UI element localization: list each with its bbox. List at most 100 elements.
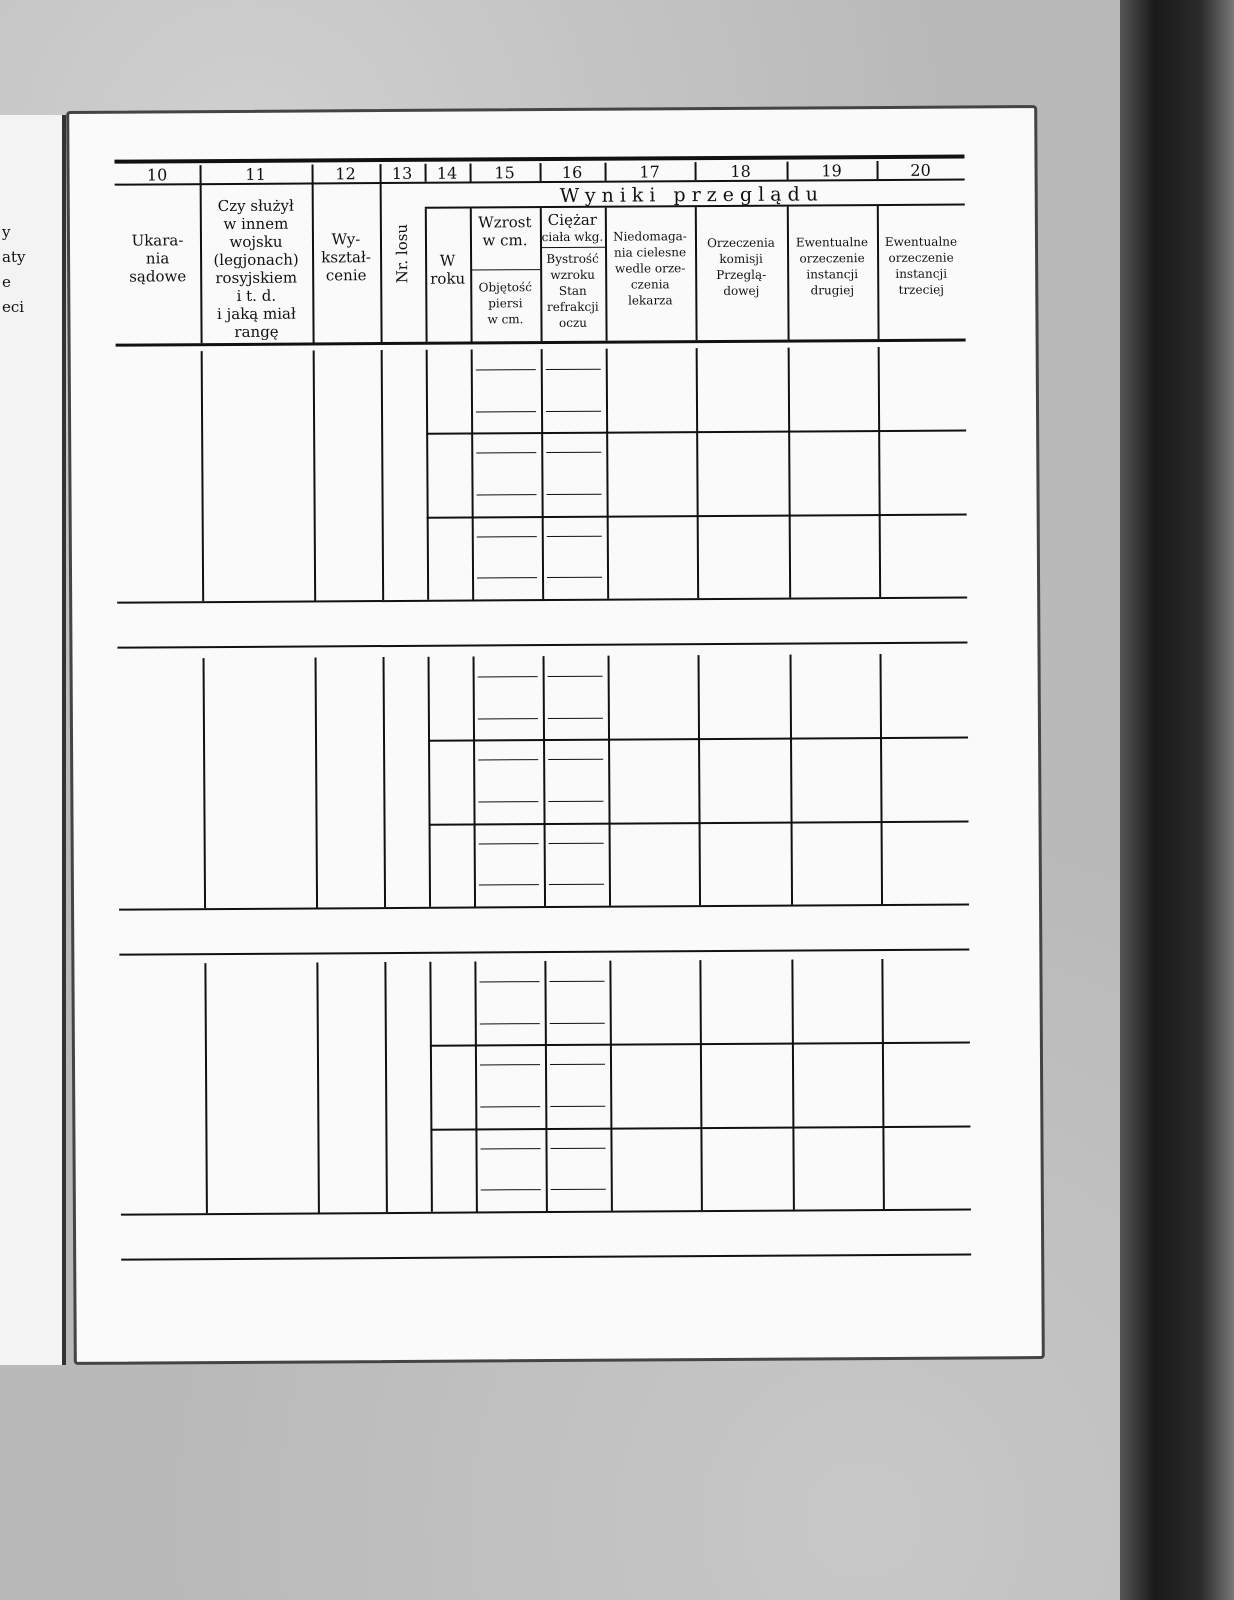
rule-line bbox=[470, 349, 475, 600]
header-c17: Niedomaga-nia cielesne wedle orze-czenia l… bbox=[605, 228, 695, 309]
rule-line bbox=[605, 348, 610, 599]
header-line: Niedomaga- bbox=[613, 229, 687, 244]
minor-line bbox=[478, 884, 539, 886]
header-line: Bystrość bbox=[546, 251, 599, 267]
rule-line bbox=[384, 962, 388, 1213]
header-line: Ewentualne bbox=[795, 235, 869, 250]
header-line: orzeczenie bbox=[888, 250, 954, 265]
rule-line bbox=[312, 350, 317, 601]
column-number: 16 bbox=[561, 162, 583, 182]
minor-line bbox=[476, 410, 537, 413]
rule-line bbox=[427, 656, 432, 907]
header-line: Ewentualne bbox=[884, 234, 958, 249]
rule-line bbox=[429, 961, 433, 1212]
header-line: nia cielesne bbox=[613, 245, 687, 260]
header-line: i jaką miał bbox=[216, 304, 296, 324]
minor-line bbox=[480, 1189, 541, 1191]
header-c13: Nr. losu bbox=[392, 223, 412, 284]
minor-line bbox=[550, 1189, 606, 1191]
rule-line bbox=[695, 348, 700, 599]
header-line: instancji bbox=[806, 267, 859, 282]
header-line: nia bbox=[145, 249, 170, 268]
header-line: Wzrost bbox=[478, 213, 532, 232]
minor-line bbox=[480, 1106, 541, 1108]
header-c20: Ewentualne orzeczenie instancji trzeciej bbox=[877, 233, 965, 298]
record-top-rule bbox=[119, 948, 970, 956]
minor-line bbox=[475, 369, 536, 371]
rule-line bbox=[787, 347, 792, 598]
rule-line bbox=[474, 961, 478, 1212]
header-line: Ciężar bbox=[547, 210, 597, 230]
minor-line bbox=[550, 1147, 606, 1149]
minor-line bbox=[480, 1147, 541, 1150]
rule-line bbox=[791, 959, 795, 1210]
header-line: Stan bbox=[558, 283, 587, 298]
rule-line bbox=[879, 654, 884, 905]
minor-line bbox=[550, 1064, 606, 1066]
header-line: refrakcji bbox=[546, 299, 599, 315]
fragment: e bbox=[2, 273, 11, 291]
rule-line bbox=[542, 656, 547, 907]
column-number: 20 bbox=[910, 160, 931, 180]
record-top-rule bbox=[117, 641, 968, 649]
minor-line bbox=[546, 452, 602, 454]
column-number: 19 bbox=[821, 161, 842, 181]
header-line: lekarza bbox=[628, 293, 673, 308]
fragment: aty bbox=[2, 248, 26, 266]
rule-line bbox=[200, 351, 205, 602]
minor-line bbox=[476, 494, 537, 496]
rule-line bbox=[881, 959, 885, 1210]
column-number: 14 bbox=[436, 163, 458, 183]
header-line: rangę bbox=[234, 322, 279, 341]
rule-line bbox=[425, 349, 430, 600]
header-c10: Ukara-nia sądowe bbox=[115, 231, 200, 286]
minor-line bbox=[547, 577, 603, 579]
minor-line bbox=[546, 493, 602, 496]
rule-line bbox=[540, 349, 545, 600]
column-number: 17 bbox=[639, 162, 660, 182]
rule-line bbox=[382, 657, 387, 908]
rule-line bbox=[789, 654, 794, 905]
minor-line bbox=[477, 676, 538, 678]
rule-line bbox=[540, 246, 606, 249]
minor-line bbox=[548, 800, 604, 803]
header-line: wojsku bbox=[229, 232, 283, 251]
rule-line bbox=[470, 269, 541, 271]
rule-line bbox=[380, 350, 385, 601]
minor-line bbox=[546, 535, 602, 537]
header-line: kształ- bbox=[321, 248, 371, 267]
header-line: W bbox=[439, 251, 456, 270]
header-line: oczu bbox=[558, 315, 588, 330]
header-line: Czy służył bbox=[217, 196, 294, 216]
minor-line bbox=[478, 842, 539, 845]
header-line: trzeciej bbox=[898, 282, 945, 297]
form-page: Wyniki przeglądu 10 11 12 13 14 15 16 17 18 19 20 U… bbox=[66, 105, 1045, 1365]
header-line: rosyjskiem bbox=[215, 268, 298, 288]
fragment: eci bbox=[2, 298, 25, 316]
header-c19: Ewentualne orzeczenie instancji drugiej bbox=[787, 234, 877, 299]
minor-line bbox=[546, 410, 602, 412]
rule-line bbox=[607, 655, 612, 906]
header-c12: Wy-kształ-cenie bbox=[312, 230, 380, 284]
minor-line bbox=[549, 980, 605, 983]
minor-line bbox=[477, 577, 538, 579]
header-line: w cm. bbox=[487, 312, 524, 327]
header-c16_bottom: Bystrość wzroku Stan refrakcji oczu bbox=[540, 251, 605, 331]
left-page-edge: y aty e eci bbox=[0, 115, 66, 1365]
header-line: Przeglą- bbox=[716, 267, 767, 283]
minor-line bbox=[548, 842, 604, 844]
column-number: 15 bbox=[494, 163, 515, 183]
header-c18: Orzeczenia komisji Przeglą-dowej bbox=[695, 235, 787, 300]
header-line: sądowe bbox=[129, 267, 187, 286]
minor-line bbox=[547, 717, 603, 719]
rule-line bbox=[316, 962, 320, 1213]
header-line: wedle orze- bbox=[614, 261, 686, 276]
rule-line bbox=[544, 961, 548, 1212]
rule-line bbox=[472, 656, 477, 907]
header-line: w innem bbox=[223, 214, 289, 234]
header-line: Wy- bbox=[331, 230, 361, 249]
minor-line bbox=[477, 717, 538, 720]
header-line: Orzeczenia bbox=[707, 235, 775, 251]
header-line: w cm. bbox=[482, 231, 528, 250]
rule-line bbox=[202, 658, 207, 909]
